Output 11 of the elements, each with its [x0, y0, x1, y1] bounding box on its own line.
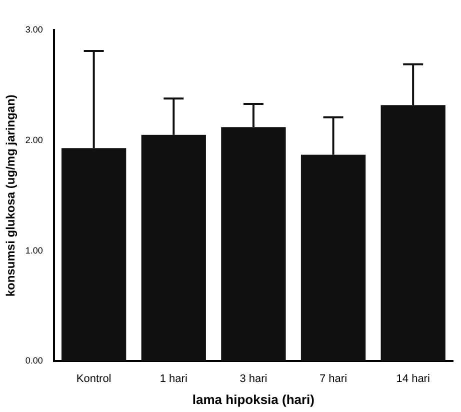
x-tick-label: 3 hari	[240, 372, 268, 385]
x-tick-label: 14 hari	[396, 372, 430, 385]
x-tick-label: Kontrol	[76, 372, 112, 385]
y-tick-label: 3.00	[25, 24, 43, 34]
x-tick-label: 1 hari	[160, 372, 188, 385]
x-axis-title: lama hipoksia (hari)	[192, 392, 315, 407]
y-tick-label: 1.00	[25, 245, 43, 256]
y-axis-title: konsumsi glukosa (ug/mg jaringan)	[4, 94, 18, 297]
x-tick-label: 7 hari	[320, 372, 348, 385]
y-tick-label: 0.00	[25, 356, 43, 366]
y-tick-label: 2.00	[25, 134, 43, 145]
